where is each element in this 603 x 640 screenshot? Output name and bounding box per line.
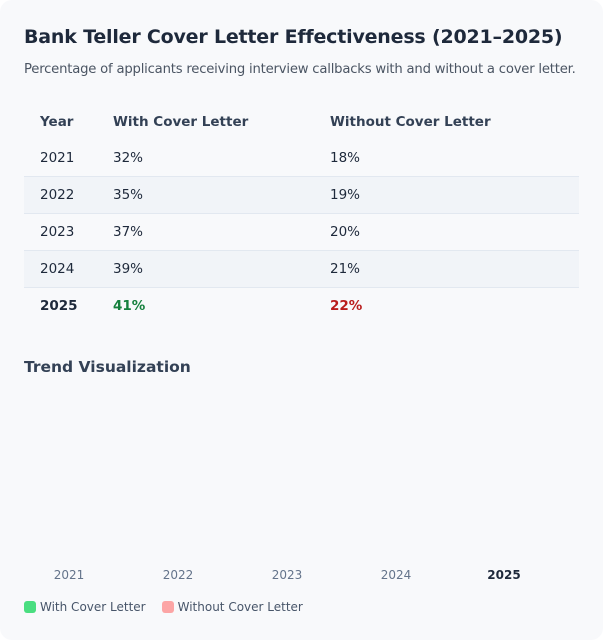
column-header-with: With Cover Letter (113, 114, 249, 130)
legend-label: Without Cover Letter (177, 600, 303, 614)
trend-title: Trend Visualization (24, 358, 191, 376)
cell-without: 22% (330, 287, 579, 324)
cell-without: 18% (330, 150, 361, 166)
cell-with: 35% (113, 176, 330, 214)
cell-without: 21% (330, 250, 579, 288)
legend-swatch-red (161, 601, 174, 613)
table-row: 2022 35% 19% (24, 176, 579, 214)
table-header: Year With Cover Letter Without Cover Let… (24, 104, 579, 140)
legend-item-without: Without Cover Letter (161, 600, 303, 614)
page-subtitle: Percentage of applicants receiving inter… (24, 62, 576, 77)
table-row-highlight: 2025 41% 22% (24, 287, 579, 324)
x-label: 2022 (162, 568, 194, 582)
x-label: 2025 (487, 568, 521, 582)
cell-year: 2022 (24, 176, 113, 214)
legend-swatch-green (24, 601, 36, 613)
cell-year: 2024 (24, 250, 113, 288)
cell-without: 20% (330, 213, 579, 251)
table-row: 2021 32% 18% (24, 140, 579, 177)
column-header-without: Without Cover Letter (330, 114, 491, 130)
legend-item-with: With Cover Letter (24, 600, 146, 614)
cell-year: 2021 (40, 150, 75, 166)
cell-year: 2025 (24, 287, 113, 324)
cell-with: 32% (113, 150, 144, 166)
cell-with: 37% (113, 213, 330, 251)
x-label: 2024 (380, 568, 412, 582)
cell-without: 19% (330, 176, 579, 214)
data-table: Year With Cover Letter Without Cover Let… (24, 104, 579, 324)
page-title: Bank Teller Cover Letter Effectiveness (… (24, 26, 563, 48)
legend: With Cover Letter Without Cover Letter (24, 600, 303, 614)
table-row: 2024 39% 21% (24, 250, 579, 288)
legend-label: With Cover Letter (40, 600, 146, 614)
cell-year: 2023 (24, 213, 113, 251)
column-header-year: Year (40, 114, 74, 130)
cell-with: 41% (113, 287, 330, 324)
x-label: 2023 (271, 568, 303, 582)
trend-chart-area (24, 390, 579, 560)
x-label: 2021 (53, 568, 85, 582)
cell-with: 39% (113, 250, 330, 288)
table-row: 2023 37% 20% (24, 213, 579, 251)
